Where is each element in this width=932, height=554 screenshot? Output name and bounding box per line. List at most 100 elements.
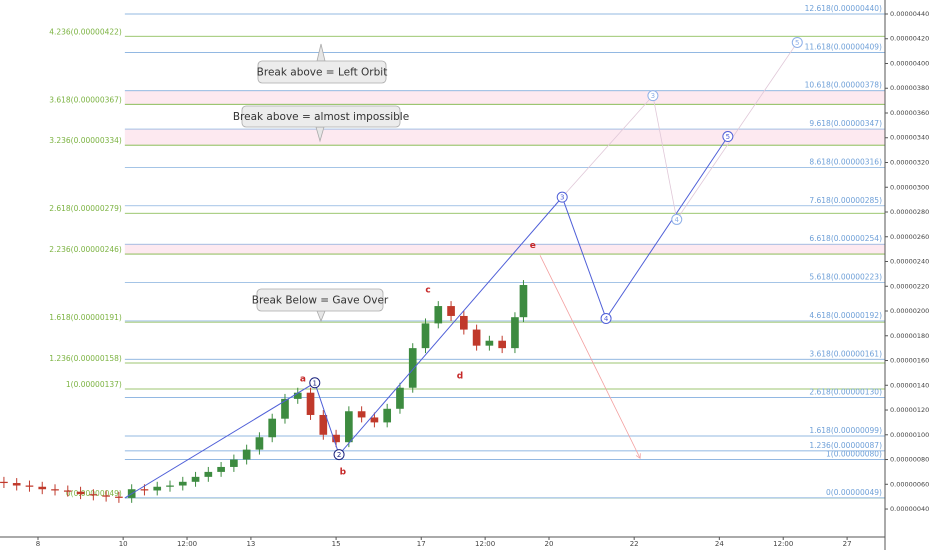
fib-label: 4.618(0.00000192) — [809, 311, 882, 320]
candle-body — [383, 408, 392, 423]
candle-body — [51, 489, 59, 491]
wave-marker — [600, 312, 612, 324]
candle-body — [421, 323, 430, 349]
candle-body — [12, 483, 21, 486]
fib-label: 0(0.00000049) — [826, 488, 882, 497]
fib-label: 3.236(0.00000334) — [49, 136, 122, 145]
candle-body — [115, 496, 123, 498]
candle-body — [396, 387, 404, 409]
x-tick-label: 24 — [715, 540, 724, 548]
fib-label: 7.618(0.00000285) — [809, 196, 882, 205]
wave-label: 3 — [651, 92, 655, 100]
corrective-label: a — [300, 375, 306, 385]
x-tick-label: 12:00 — [475, 540, 495, 548]
candle-body — [178, 481, 187, 486]
candle-body — [498, 340, 506, 349]
wave-marker — [722, 131, 734, 143]
wave-marker — [309, 377, 321, 389]
fib-label: 9.618(0.00000347) — [809, 119, 882, 128]
y-tick-label: 0.00000040 — [890, 505, 929, 513]
candle-body — [204, 471, 213, 477]
x-tick-label: 10 — [119, 540, 128, 548]
x-tick-label: 12:00 — [773, 540, 793, 548]
x-tick-label: 13 — [246, 540, 255, 548]
y-tick-label: 0.00000180 — [890, 332, 929, 340]
note-box — [241, 105, 401, 128]
y-tick-label: 0.00000280 — [890, 208, 929, 216]
y-tick-label: 0.00000060 — [890, 480, 929, 488]
waves: 1 2 3 4 5 3 4 5 a b c d e — [124, 36, 803, 499]
corrective-label: d — [457, 371, 463, 381]
wave-label: 1 — [313, 379, 317, 387]
candle-body — [447, 306, 455, 316]
fib-label: 6.618(0.00000254) — [809, 234, 882, 243]
y-tick-label: 0.00000240 — [890, 258, 929, 266]
alt-wave-path — [561, 42, 798, 221]
fib-label: 11.618(0.00000409) — [805, 42, 882, 51]
candle-body — [511, 317, 519, 349]
candle-body — [230, 459, 238, 467]
wave-label: 5 — [795, 39, 799, 47]
x-tick-label: 15 — [332, 540, 341, 548]
fib-label: 0(0.00000049) — [66, 489, 122, 498]
candle-body — [281, 398, 289, 419]
y-tick-label: 0.00000340 — [890, 134, 929, 142]
x-tick-label: 27 — [843, 540, 852, 548]
note-gave-over: Break Below = Gave Over — [252, 288, 389, 323]
fib-label: 3.618(0.00000161) — [809, 349, 882, 358]
candle-body — [519, 285, 528, 318]
candle-body — [166, 485, 174, 487]
candle-body — [370, 417, 379, 423]
candle-body — [434, 306, 443, 324]
wave-path — [124, 136, 729, 499]
candle-body — [306, 392, 315, 415]
fib-label: 1.618(0.00000099) — [809, 426, 882, 435]
candle-body — [242, 449, 251, 460]
candle-body — [153, 486, 162, 491]
fib-label: 10.618(0.00000378) — [805, 81, 882, 90]
note-text: Break above = almost impossible — [233, 111, 409, 123]
fib-label: 12.618(0.00000440) — [805, 4, 882, 13]
y-tick-label: 0.00000300 — [890, 183, 929, 191]
y-tick-label: 0.00000160 — [890, 357, 929, 365]
fib-label: 1.618(0.00000191) — [49, 313, 122, 322]
note-text: Break Below = Gave Over — [252, 295, 389, 307]
fib-levels: 0(0.00000049) 1(0.00000137) 1.236(0.000001… — [49, 4, 885, 499]
candle-body — [255, 437, 264, 450]
y-tick-label: 0.00000260 — [890, 233, 929, 241]
candle-body — [357, 411, 366, 418]
note-text: Break above = Left Orbit — [257, 67, 388, 79]
x-tick-label: 17 — [417, 540, 426, 548]
wave-label: 5 — [726, 133, 730, 141]
fib-label: 5.618(0.00000223) — [809, 273, 882, 282]
wave-label: 2 — [337, 451, 341, 459]
candle-body — [472, 329, 481, 346]
note-impossible: Break above = almost impossible — [233, 105, 409, 143]
candle-body — [485, 340, 494, 346]
fib-label: 2.618(0.00000279) — [49, 204, 122, 213]
candle-body — [0, 481, 8, 484]
fib-label: 8.618(0.00000316) — [809, 157, 882, 166]
candle-body — [217, 466, 225, 472]
fib-label: 1.236(0.00000087) — [809, 441, 882, 450]
x-tick-label: 12:00 — [177, 540, 197, 548]
corrective-label: e — [530, 241, 536, 251]
y-tick-label: 0.00000220 — [890, 282, 929, 290]
x-axis-bg — [0, 537, 932, 550]
candle-body — [332, 434, 340, 443]
candle-body — [63, 490, 72, 492]
fib-label: 1(0.00000137) — [66, 380, 122, 389]
candle-body — [140, 489, 149, 491]
wave-marker — [556, 191, 568, 203]
candle-body — [38, 486, 47, 490]
wave-marker — [647, 90, 659, 102]
y-tick-label: 0.00000100 — [890, 431, 929, 439]
wave-marker — [333, 449, 345, 461]
fib-label: 2.618(0.00000130) — [809, 388, 882, 397]
candle-body — [345, 411, 353, 443]
fib-zone — [124, 129, 885, 146]
y-tick-label: 0.00000420 — [890, 35, 929, 43]
y-tick-label: 0.00000440 — [890, 10, 929, 18]
corrective-label: c — [425, 285, 430, 295]
